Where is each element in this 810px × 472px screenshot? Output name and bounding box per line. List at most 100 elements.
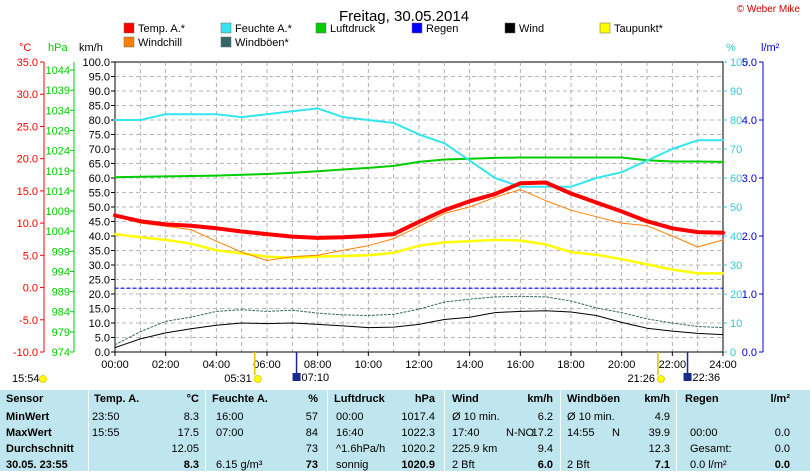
wind-tick-label: 5.0: [95, 333, 110, 345]
table-cell: 16:40: [336, 427, 364, 439]
legend-swatch: [123, 22, 135, 34]
table-column-divider: [327, 390, 328, 471]
pressure-tick-label: 994: [52, 266, 70, 278]
x-tick-label: 04:00: [203, 359, 231, 371]
legend-swatch: [411, 22, 423, 34]
sun-icon: [657, 375, 665, 383]
lm2-unit: l/m²: [761, 42, 780, 54]
time-left: 15:54: [12, 373, 40, 385]
sunset-time: 21:26: [627, 373, 655, 385]
humidity-tick-label: 80: [730, 115, 742, 127]
legend-swatch: [220, 36, 232, 48]
pct-unit: %: [726, 42, 736, 54]
legend-label: Luftdruck: [330, 23, 376, 35]
legend-swatch: [123, 36, 135, 48]
moonrise-time: 07:10: [302, 372, 330, 384]
kmh-unit: km/h: [79, 42, 103, 54]
table-column-divider: [560, 390, 561, 471]
humidity-tick-label: 50: [730, 202, 742, 214]
chart-grid: [114, 61, 724, 353]
wind-tick-label: 50.0: [89, 202, 110, 214]
table-header: °C: [186, 393, 199, 405]
wind-tick-label: 35.0: [89, 246, 110, 258]
axis-unit-labels: °C hPa km/h % l/m²: [19, 42, 780, 54]
table-cell: 1022.3: [401, 427, 435, 439]
x-tick-label: 12:00: [405, 359, 433, 371]
table-cell: 8.3: [183, 459, 199, 471]
moon-icon: [292, 373, 301, 381]
table-cell: 23:50: [92, 411, 120, 423]
table-header: km/h: [644, 393, 670, 405]
table-cell: 73: [305, 459, 318, 471]
table-cell: N: [612, 427, 620, 439]
pressure-tick-label: 1019: [46, 166, 70, 178]
table-header: Feuchte A.: [212, 393, 268, 405]
x-tick-label: 16:00: [507, 359, 535, 371]
wind-tick-label: 55.0: [89, 188, 110, 200]
table-cell: Gesamt:: [690, 443, 732, 455]
table-cell: 4.9: [654, 411, 670, 423]
humidity-tick-label: 40: [730, 231, 742, 243]
table-header: hPa: [414, 393, 435, 405]
sunrise-time: 05:31: [224, 373, 252, 385]
table-header: Wind: [452, 393, 479, 405]
table-header: Sensor: [6, 393, 44, 405]
humidity-tick-label: 60: [730, 173, 742, 185]
wind-tick-label: 75.0: [89, 130, 110, 142]
humidity-tick-label: 0: [730, 347, 736, 359]
pressure-tick-label: 1004: [46, 226, 70, 238]
humidity-tick-label: 100: [730, 57, 748, 69]
wind-tick-label: 80.0: [89, 115, 110, 127]
moonset-time: 22:36: [693, 372, 721, 384]
humidity-tick-label: 10: [730, 318, 742, 330]
table-column-divider: [205, 390, 206, 471]
x-tick-label: 24:00: [709, 359, 737, 371]
table-header: Luftdruck: [334, 393, 385, 405]
rain-tick-label: 4.0: [742, 115, 757, 127]
series-line-feuchte-a: [114, 107, 724, 188]
wind-tick-label: 40.0: [89, 231, 110, 243]
wind-tick-label: 15.0: [89, 304, 110, 316]
table-cell: 8.3: [183, 411, 199, 423]
humidity-tick-label: 70: [730, 144, 742, 156]
series-line-luftdruck: [114, 156, 724, 179]
table-column-divider: [444, 390, 445, 471]
table-cell: 2 Bft: [567, 459, 590, 471]
table-column-divider: [88, 390, 89, 471]
temp-tick-label: 20.0: [17, 154, 38, 166]
humidity-tick-label: 90: [730, 86, 742, 98]
pressure-tick-label: 1044: [46, 65, 70, 77]
wind-tick-label: 45.0: [89, 217, 110, 229]
pressure-tick-label: 999: [52, 246, 70, 258]
moon-icon: [683, 373, 692, 381]
temp-tick-label: 30.0: [17, 89, 38, 101]
table-cell: 12.05: [171, 443, 199, 455]
table-cell: 2 Bft: [452, 459, 475, 471]
table-header: l/m²: [770, 393, 790, 405]
series-line-windb-en: [114, 295, 724, 346]
sun-icon: [253, 375, 262, 383]
x-tick-label: 00:00: [101, 359, 129, 371]
table-cell: 00:00: [690, 427, 718, 439]
x-tick-label: 08:00: [304, 359, 332, 371]
table-cell: 1020.2: [401, 443, 435, 455]
table-cell: 57: [305, 411, 318, 423]
table-cell: 39.9: [648, 427, 670, 439]
sun-moon-times: 15:54 05:31 07:10 21:26 22:36: [12, 352, 720, 385]
humidity-tick-label: 30: [730, 260, 742, 272]
legend-label: Windböen*: [235, 37, 290, 49]
temp-tick-label: 0.0: [23, 283, 38, 295]
table-cell: 12.3: [648, 443, 670, 455]
pressure-tick-label: 1014: [46, 186, 70, 198]
copyright: © Weber Mike: [737, 4, 801, 15]
table-cell: 00:00: [336, 411, 364, 423]
table-cell: 17.5: [177, 427, 199, 439]
table-cell: ^1.6hPa/h: [336, 443, 386, 455]
x-tick-label: 14:00: [456, 359, 484, 371]
table-header: Temp. A.: [94, 393, 140, 405]
table-cell: Ø 10 min.: [452, 411, 500, 423]
wind-tick-label: 90.0: [89, 86, 110, 98]
x-tick-label: 22:00: [659, 359, 687, 371]
temp-tick-label: -10.0: [13, 347, 38, 359]
x-tick-label: 02:00: [152, 359, 180, 371]
